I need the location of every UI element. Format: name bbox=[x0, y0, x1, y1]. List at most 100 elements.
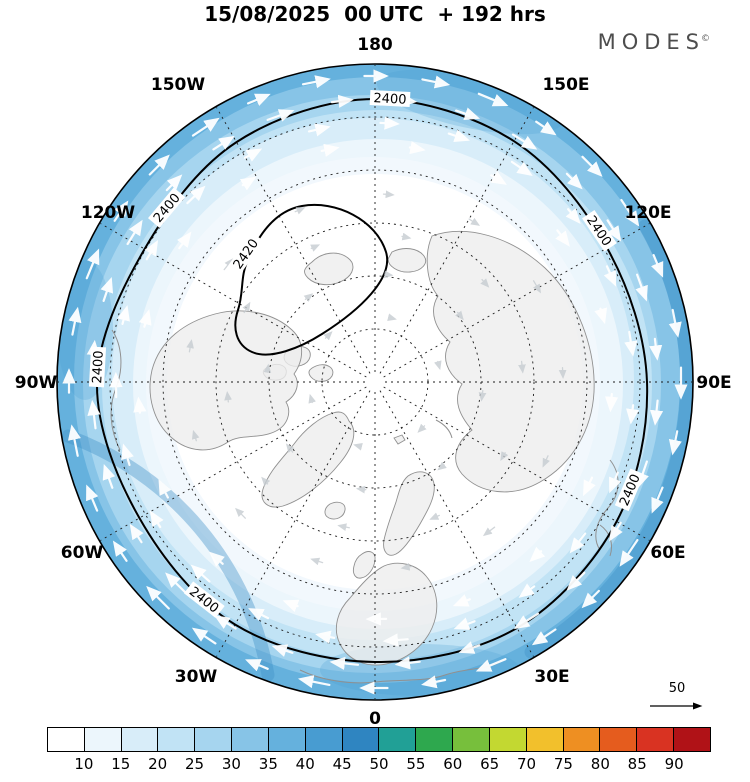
wind-arrow bbox=[245, 659, 269, 672]
colorbar-tick: 10 bbox=[74, 755, 94, 773]
wind-arrow bbox=[310, 244, 321, 252]
land-arctic-island bbox=[308, 364, 334, 382]
wind-arrow bbox=[400, 562, 413, 571]
map-disk bbox=[57, 64, 693, 700]
wind-arrow bbox=[212, 135, 235, 151]
lon-label-60E: 60E bbox=[650, 543, 685, 563]
latitude-circle bbox=[215, 222, 535, 542]
land-chukotka bbox=[387, 248, 427, 273]
wind-arrow bbox=[294, 207, 306, 215]
wind-arrow bbox=[649, 337, 663, 361]
wind-arrow bbox=[518, 583, 536, 598]
wind-arrow bbox=[190, 564, 211, 583]
colorbar-tick: 90 bbox=[664, 755, 684, 773]
colorbar-tick: 20 bbox=[148, 755, 168, 773]
wind-arrow bbox=[261, 476, 271, 487]
lon-label-90E: 90E bbox=[696, 373, 731, 393]
wind-arrow bbox=[266, 109, 295, 122]
wind-arrow bbox=[186, 185, 206, 205]
lon-label-90W: 90W bbox=[15, 373, 58, 393]
colorbar-tick: 15 bbox=[111, 755, 131, 773]
wind-arrow bbox=[86, 484, 99, 512]
contour-label-2400: 2400 bbox=[88, 346, 107, 388]
colorbar-tick: 65 bbox=[480, 755, 500, 773]
wind-arrow bbox=[67, 424, 81, 457]
wind-arrow bbox=[223, 258, 234, 271]
wind-arrow bbox=[382, 633, 409, 647]
wind-arrow bbox=[242, 301, 251, 314]
wind-arrow bbox=[542, 455, 550, 468]
wind-arrow bbox=[315, 630, 336, 644]
contour-label-bg bbox=[148, 187, 186, 228]
wind-arrow bbox=[437, 461, 447, 471]
coast-mediterranean bbox=[299, 661, 501, 684]
wind-arrow bbox=[337, 523, 350, 531]
lon-label-60W: 60W bbox=[61, 543, 104, 563]
wind-arrow bbox=[308, 393, 316, 404]
modes-logo: MODES© bbox=[598, 30, 710, 54]
wind-arrow bbox=[248, 608, 270, 621]
wind-arrow bbox=[100, 276, 114, 302]
wind-arrow bbox=[581, 155, 603, 177]
wind-arrow bbox=[624, 330, 638, 357]
wind-arrow bbox=[138, 309, 152, 328]
wind-arrow bbox=[609, 471, 622, 494]
wind-arrow bbox=[649, 399, 664, 426]
wind-arrow bbox=[113, 200, 129, 222]
contour-label-bg bbox=[369, 89, 411, 108]
contour-label-text: 2400 bbox=[90, 350, 107, 384]
wind-arrow bbox=[301, 75, 331, 89]
wind-arrow bbox=[148, 154, 170, 176]
wind-arrow bbox=[121, 443, 134, 466]
wind-arrow bbox=[129, 523, 144, 544]
colorbar-cell bbox=[232, 728, 269, 751]
wind-arrow bbox=[558, 367, 567, 380]
wind-arrow bbox=[468, 217, 481, 226]
wind-arrow bbox=[355, 485, 367, 494]
colorbar-tick: 40 bbox=[295, 755, 315, 773]
wind-arrow bbox=[329, 656, 360, 670]
wind-arrow bbox=[532, 280, 541, 294]
colorbar-tick: 45 bbox=[332, 755, 352, 773]
wind-arrow bbox=[452, 594, 471, 607]
wind-arrow bbox=[500, 451, 509, 461]
wind-arrow bbox=[102, 463, 116, 489]
land-europe bbox=[336, 562, 438, 666]
wind-arrow bbox=[383, 270, 394, 279]
wind-arrow bbox=[620, 198, 640, 227]
latitude-circle bbox=[109, 116, 641, 648]
wind-arrow bbox=[429, 512, 440, 520]
colorbar-cell bbox=[158, 728, 196, 751]
colorbar-cell bbox=[268, 728, 306, 751]
wind-arrow bbox=[244, 148, 263, 162]
wind-arrow bbox=[581, 589, 600, 609]
wind-arrow bbox=[477, 92, 509, 107]
wind-arrow bbox=[149, 510, 164, 528]
colorbar-cell bbox=[48, 728, 85, 751]
lon-label-120W: 120W bbox=[81, 203, 135, 223]
wind-arrow bbox=[379, 116, 400, 130]
wind-arrow bbox=[619, 539, 639, 567]
wind-arrow bbox=[513, 612, 540, 630]
colorbar-tick: 70 bbox=[517, 755, 537, 773]
land-alaska bbox=[304, 252, 354, 286]
rim-dark-arc bbox=[61, 429, 275, 682]
wind-arrow bbox=[408, 141, 426, 155]
colorbar-ticks: 10 15 20 25 30 35 40 45 50 55 60 65 70 75 80 85 90 bbox=[47, 755, 711, 777]
wind-arrow bbox=[478, 389, 487, 402]
wind-arrow bbox=[434, 360, 442, 371]
contour-labels: 2400 2400 2400 2400 2400 2400 bbox=[88, 89, 645, 618]
graticule bbox=[58, 65, 692, 699]
map-boundary bbox=[56, 63, 694, 701]
wind-arrow bbox=[421, 75, 451, 89]
wind-arrow bbox=[604, 392, 619, 413]
lon-label-150E: 150E bbox=[542, 75, 589, 95]
colorbar-tick: 25 bbox=[185, 755, 205, 773]
wind-arrow bbox=[271, 644, 294, 657]
wind-arrow bbox=[606, 219, 622, 242]
colorbar-tick: 30 bbox=[221, 755, 241, 773]
longitude-labels: 180 150W 150E 120W 120E 90W 90E 60W 60E … bbox=[15, 35, 732, 729]
wind-arrow bbox=[112, 540, 128, 562]
lon-label-150W: 150W bbox=[151, 75, 205, 95]
